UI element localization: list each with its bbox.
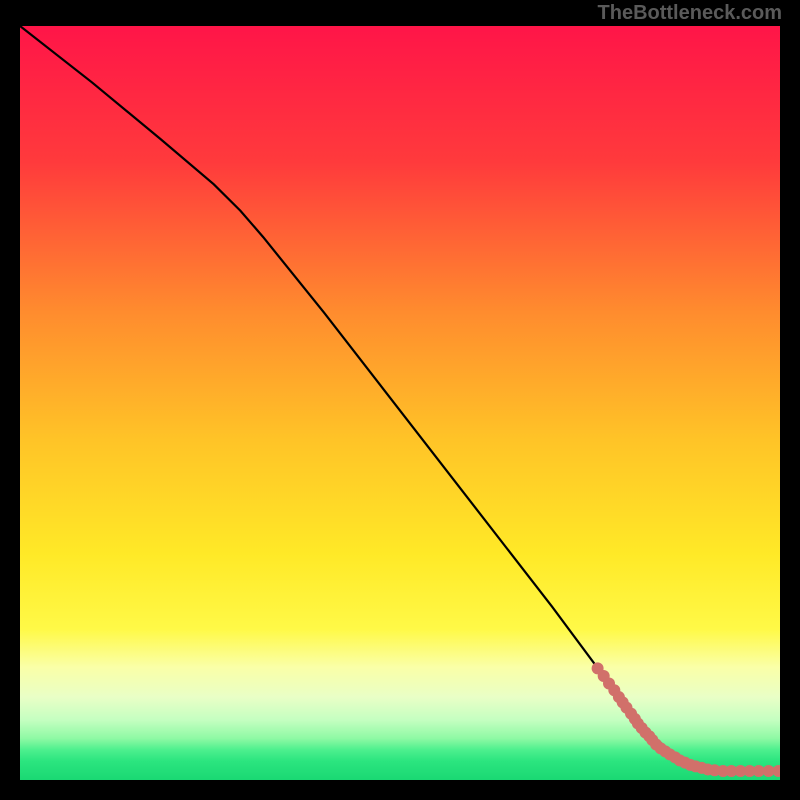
attribution-text: TheBottleneck.com	[598, 2, 782, 25]
plot-area	[20, 26, 780, 780]
curve-line	[20, 26, 780, 771]
chart-overlay	[20, 26, 780, 780]
scatter-point	[772, 765, 780, 777]
scatter-group	[592, 662, 780, 777]
